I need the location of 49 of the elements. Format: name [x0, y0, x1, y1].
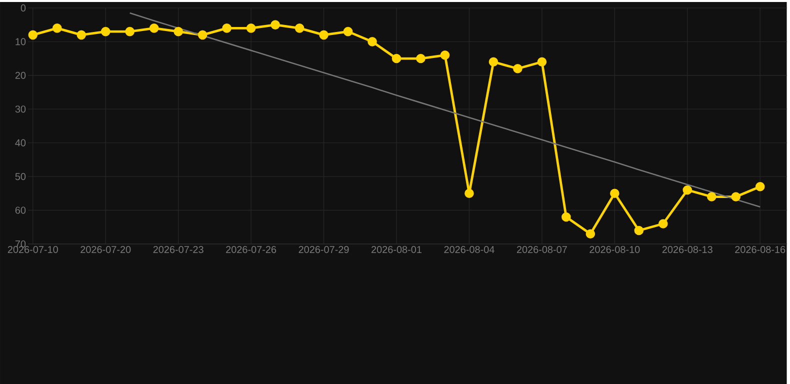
point [537, 57, 547, 66]
y-tick-label: 40 [15, 139, 26, 146]
point [562, 212, 571, 222]
point [634, 226, 644, 235]
point [658, 218, 668, 228]
x-tick-label: 2026-08-13 [662, 246, 712, 253]
point [440, 50, 450, 60]
y-tick-label: 20 [15, 72, 26, 79]
point [464, 188, 474, 198]
y-tick-label: 10 [16, 38, 26, 46]
x-tick-label: 2026-07-29 [298, 246, 349, 253]
point [610, 188, 620, 198]
point [28, 30, 38, 40]
x-tick-label: 2026-08-07 [516, 246, 567, 253]
y-tick-label: 30 [15, 105, 26, 112]
point [731, 192, 741, 202]
point [755, 182, 765, 192]
x-tick-label: 2026-07-10 [8, 246, 58, 253]
point [392, 54, 402, 63]
point [416, 54, 426, 63]
y-tick-label: 0 [20, 4, 26, 12]
x-tick-label: 2026-08-10 [590, 246, 640, 253]
point [52, 23, 62, 33]
point [488, 57, 498, 66]
point [222, 23, 232, 33]
y-tick-label: 50 [15, 172, 26, 180]
point [100, 26, 110, 36]
point [76, 30, 86, 40]
y-tick-label: 60 [15, 206, 26, 214]
point [246, 23, 256, 33]
point [270, 20, 280, 30]
point [319, 30, 328, 40]
point [368, 36, 377, 46]
point [149, 23, 159, 33]
x-tick-label: 2026-08-01 [372, 246, 422, 253]
x-tick-label: 2026-08-16 [735, 246, 786, 253]
x-tick-label: 2026-07-23 [153, 246, 204, 253]
point [294, 23, 304, 33]
point [513, 64, 522, 74]
point [586, 229, 596, 238]
point [343, 26, 353, 36]
point [198, 30, 208, 40]
point [706, 192, 716, 202]
point [174, 26, 183, 36]
x-tick-label: 2026-08-04 [444, 246, 494, 253]
point [125, 26, 134, 36]
x-tick-label: 2026-07-20 [80, 246, 131, 253]
point [682, 185, 692, 194]
x-tick-label: 2026-07-26 [226, 246, 276, 253]
